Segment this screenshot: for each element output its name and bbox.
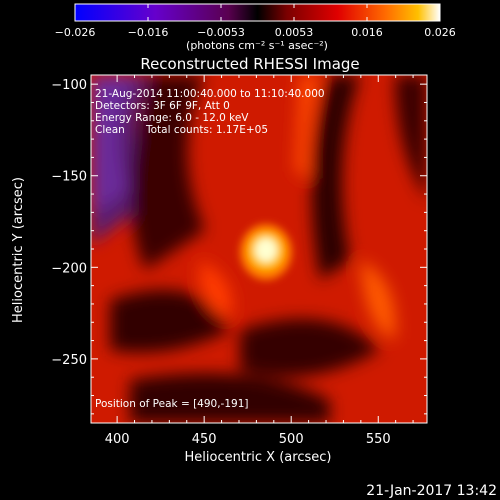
colorbar-tick-label: −0.016	[128, 26, 169, 39]
colorbar-units: (photons cm⁻² s⁻¹ asec⁻²)	[186, 39, 328, 52]
x-tick-label: 500	[279, 432, 304, 447]
y-tick-label: −100	[51, 78, 87, 93]
energy-range: Energy Range: 6.0 - 12.0 keV	[95, 112, 249, 124]
y-tick-label: −250	[51, 353, 87, 368]
x-tick-label: 550	[366, 432, 391, 447]
chart-title: Reconstructed RHESSI Image	[140, 55, 359, 73]
y-tick-label: −200	[51, 261, 87, 276]
total-counts: Total counts: 1.17E+05	[145, 124, 268, 136]
colorbar-tick-label: 0.016	[351, 26, 383, 39]
colorbar-tick-label: −0.026	[55, 26, 96, 39]
x-axis-title: Heliocentric X (arcsec)	[185, 450, 332, 465]
observation-info: 21-Aug-2014 11:00:40.000 to 11:10:40.000…	[95, 88, 325, 136]
reconstructed-image	[91, 75, 427, 423]
time-range: 21-Aug-2014 11:00:40.000 to 11:10:40.000	[95, 88, 325, 100]
timestamp: 21-Jan-2017 13:42	[366, 483, 497, 499]
colorbar-tick-label: 0.026	[424, 26, 456, 39]
clean-label: Clean	[95, 124, 125, 136]
detectors: Detectors: 3F 6F 9F, Att 0	[95, 100, 230, 112]
peak-position: Position of Peak = [490,-191]	[95, 398, 249, 410]
y-tick-label: −150	[51, 170, 87, 185]
colorbar	[74, 3, 441, 22]
colorbar-ticks: −0.026 −0.016 −0.0053 0.0053 0.016 0.026	[55, 4, 456, 39]
y-axis-title: Heliocentric Y (arcsec)	[11, 177, 26, 323]
colorbar-tick-label: 0.0053	[275, 26, 314, 39]
axis-ticks: 400 450 500 550 −100 −150 −200 −250	[51, 75, 427, 447]
colorbar-tick-label: −0.0053	[197, 26, 245, 39]
x-tick-label: 450	[192, 432, 217, 447]
x-tick-label: 400	[105, 432, 130, 447]
